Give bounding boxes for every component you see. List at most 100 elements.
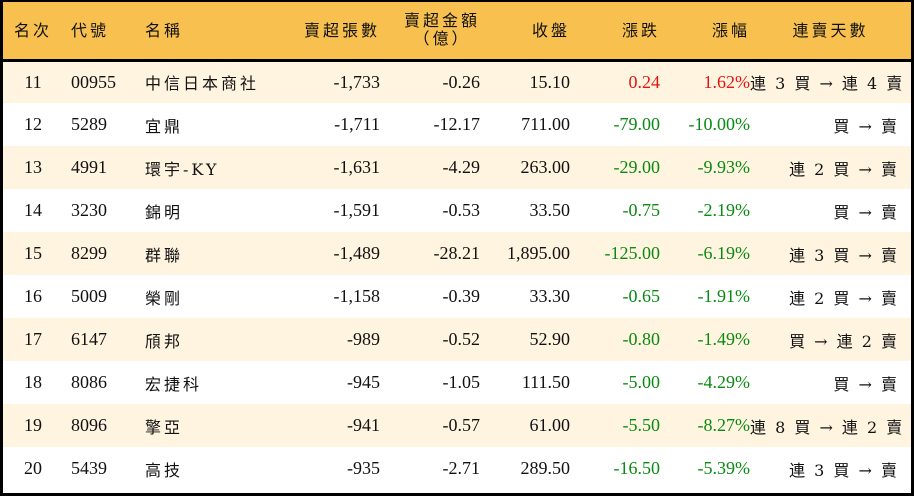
name-cell: 群聯 <box>145 245 184 265</box>
rank-cell: 16 <box>24 286 42 306</box>
name-cell: 宜鼎 <box>145 116 184 136</box>
close-cell: 61.00 <box>529 415 571 435</box>
close-cell: 289.50 <box>520 458 571 478</box>
rank-cell: 17 <box>24 329 42 349</box>
change-cell: -29.00 <box>613 157 661 177</box>
code-cell: 8086 <box>71 372 107 392</box>
close-cell: 111.50 <box>521 372 570 392</box>
header-net-sell-amount-line1: 賣超金額 <box>403 11 480 31</box>
net-sell-lots-cell: -1,489 <box>333 243 381 263</box>
close-cell: 711.00 <box>521 114 570 134</box>
net-sell-lots-cell: -1,711 <box>334 114 380 134</box>
rank-cell: 18 <box>24 372 42 392</box>
net-sell-amount-cell: -12.17 <box>433 114 481 134</box>
change-cell: -5.50 <box>622 415 661 435</box>
header-net-sell-lots: 賣超張數 <box>285 2 380 62</box>
table-row: 12 5289 宜鼎 -1,711 -12.17 711.00 -79.00 -… <box>3 103 911 146</box>
code-cell: 8096 <box>71 415 107 435</box>
net-sell-amount-cell: -4.29 <box>442 157 481 177</box>
table-row: 18 8086 宏捷科 -945 -1.05 111.50 -5.00 -4.2… <box>3 361 911 404</box>
header-rank: 名次 <box>3 2 63 62</box>
header-net-sell-amount-unit: （億） <box>413 29 471 49</box>
net-sell-amount-cell: -28.21 <box>433 243 481 263</box>
change-cell: -0.80 <box>622 329 661 349</box>
close-cell: 1,895.00 <box>507 243 570 263</box>
table-row: 17 6147 頎邦 -989 -0.52 52.90 -0.80 -1.49%… <box>3 318 911 361</box>
close-cell: 52.90 <box>529 329 571 349</box>
header-close: 收盤 <box>480 2 570 62</box>
table-row: 19 8096 擎亞 -941 -0.57 61.00 -5.50 -8.27%… <box>3 404 911 447</box>
streak-cell: 連 2 買 → 賣 <box>789 159 899 179</box>
name-cell: 錦明 <box>145 202 184 222</box>
name-cell: 擎亞 <box>145 417 184 437</box>
header-name: 名稱 <box>139 2 285 62</box>
streak-cell: 連 8 買 → 連 2 賣 <box>750 417 905 437</box>
name-cell: 中信日本商社 <box>145 74 260 94</box>
rank-cell: 13 <box>24 157 42 177</box>
change-pct-cell: -9.93% <box>697 157 751 177</box>
net-sell-lots-cell: -1,733 <box>333 71 381 92</box>
streak-cell: 買 → 連 2 賣 <box>789 331 899 351</box>
net-sell-lots-cell: -1,591 <box>333 200 381 220</box>
change-pct-cell: -1.91% <box>697 286 751 306</box>
rank-cell: 15 <box>24 243 42 263</box>
net-sell-amount-cell: -0.57 <box>442 415 481 435</box>
close-cell: 15.10 <box>529 71 571 92</box>
change-pct-cell: -8.27% <box>697 415 751 435</box>
table-header-row: 名次 代號 名稱 賣超張數 賣超金額 （億） 收盤 漲跌 漲幅 連賣天數 <box>3 2 911 62</box>
net-sell-amount-cell: -0.39 <box>442 286 481 306</box>
change-pct-cell: -2.19% <box>697 200 751 220</box>
net-sell-amount-cell: -1.05 <box>442 372 481 392</box>
net-sell-lots-cell: -945 <box>347 372 380 392</box>
table-row: 20 5439 高技 -935 -2.71 289.50 -16.50 -5.3… <box>3 447 911 490</box>
name-cell: 高技 <box>145 460 184 480</box>
change-cell: 0.24 <box>628 71 661 92</box>
code-cell: 3230 <box>71 200 107 220</box>
net-sell-lots-cell: -989 <box>347 329 380 349</box>
code-cell: 8299 <box>71 243 107 263</box>
close-cell: 33.50 <box>529 200 571 220</box>
net-sell-amount-cell: -2.71 <box>442 458 481 478</box>
name-cell: 環宇-KY <box>145 159 220 179</box>
streak-cell: 買 → 賣 <box>833 374 899 394</box>
net-sell-amount-cell: -0.26 <box>442 71 481 92</box>
code-cell: 6147 <box>71 329 107 349</box>
rank-cell: 19 <box>24 415 42 435</box>
net-sell-lots-cell: -935 <box>347 458 380 478</box>
change-cell: -79.00 <box>613 114 661 134</box>
header-net-sell-amount-label: 賣超金額 （億） <box>404 12 480 48</box>
change-pct-cell: -5.39% <box>697 458 751 478</box>
rank-cell: 20 <box>24 458 42 478</box>
change-pct-cell: -6.19% <box>697 243 751 263</box>
streak-cell: 買 → 賣 <box>833 116 899 136</box>
table-row: 14 3230 錦明 -1,591 -0.53 33.50 -0.75 -2.1… <box>3 189 911 232</box>
net-sell-amount-cell: -0.52 <box>442 329 481 349</box>
code-cell: 4991 <box>71 157 107 177</box>
change-cell: -5.00 <box>622 372 661 392</box>
net-sell-amount-cell: -0.53 <box>442 200 481 220</box>
change-pct-cell: -1.49% <box>697 329 751 349</box>
close-cell: 33.30 <box>529 286 571 306</box>
streak-cell: 連 3 買 → 賣 <box>789 245 899 265</box>
table-row: 11 00955 中信日本商社 -1,733 -0.26 15.10 0.24 … <box>3 60 911 103</box>
net-sell-lots-cell: -941 <box>347 415 380 435</box>
header-streak: 連賣天數 <box>750 2 911 62</box>
name-cell: 宏捷科 <box>145 374 203 394</box>
streak-cell: 買 → 賣 <box>833 202 899 222</box>
header-code: 代號 <box>63 2 139 62</box>
code-cell: 5009 <box>71 286 107 306</box>
table-row: 16 5009 榮剛 -1,158 -0.39 33.30 -0.65 -1.9… <box>3 275 911 318</box>
streak-cell: 連 3 買 → 連 4 賣 <box>750 74 905 94</box>
rank-cell: 14 <box>24 200 42 220</box>
code-cell: 5439 <box>71 458 107 478</box>
net-sell-lots-cell: -1,158 <box>333 286 381 306</box>
change-pct-cell: -10.00% <box>688 114 751 134</box>
change-cell: -0.75 <box>622 200 661 220</box>
header-change-pct: 漲幅 <box>660 2 750 62</box>
change-pct-cell: -4.29% <box>697 372 751 392</box>
rank-cell: 12 <box>24 114 42 134</box>
header-net-sell-amount: 賣超金額 （億） <box>380 2 480 62</box>
table-row: 15 8299 群聯 -1,489 -28.21 1,895.00 -125.0… <box>3 232 911 275</box>
close-cell: 263.00 <box>520 157 571 177</box>
